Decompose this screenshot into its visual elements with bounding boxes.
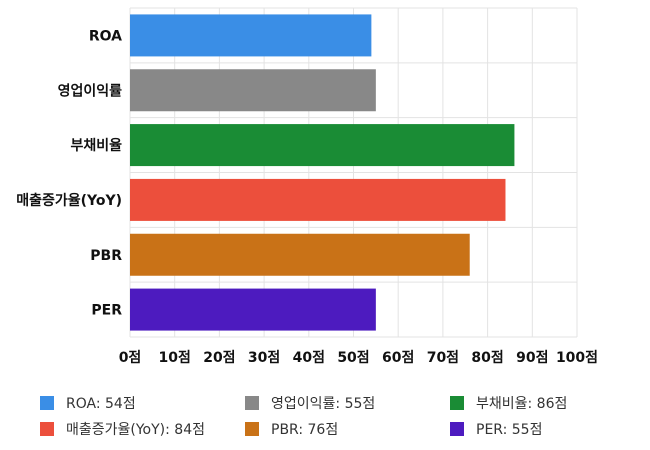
legend-label: 영업이익률: 55점 — [271, 396, 376, 412]
legend-label: 부채비율: 86점 — [476, 396, 568, 412]
x-tick-label: 40점 — [293, 349, 325, 366]
x-tick-label: 20점 — [203, 349, 235, 366]
gridlines — [129, 7, 578, 338]
legend-swatch — [40, 396, 54, 410]
y-tick-label: 영업이익률 — [58, 82, 123, 99]
legend-item: PER: 55점 — [450, 419, 542, 439]
y-tick-label: ROA — [89, 28, 122, 44]
x-tick-label: 50점 — [337, 349, 369, 366]
y-tick-label: 매출증가율(YoY) — [16, 192, 122, 209]
x-tick-label: 60점 — [382, 349, 414, 366]
legend-label: PBR: 76점 — [271, 422, 339, 438]
legend-item: ROA: 54점 — [40, 393, 136, 413]
x-tick-label: 80점 — [471, 349, 503, 366]
bar — [130, 14, 372, 57]
legend-swatch — [450, 396, 464, 410]
bar — [130, 69, 376, 112]
legend-item: 매출증가율(YoY): 84점 — [40, 419, 205, 439]
legend-label: ROA: 54점 — [66, 396, 136, 412]
bar — [130, 178, 506, 221]
x-tick-label: 10점 — [159, 349, 191, 366]
y-tick-label: 부채비율 — [70, 137, 122, 154]
x-tick-label: 70점 — [427, 349, 459, 366]
legend-swatch — [450, 422, 464, 436]
legend-label: 매출증가율(YoY): 84점 — [66, 422, 205, 438]
y-tick-label: PER — [91, 303, 122, 319]
legend-item: PBR: 76점 — [245, 419, 338, 439]
bar — [130, 233, 470, 276]
legend-swatch — [245, 422, 259, 436]
x-tick-label: 30점 — [248, 349, 280, 366]
bars — [130, 14, 515, 331]
x-tick-label: 100점 — [556, 349, 598, 366]
y-tick-label: PBR — [90, 248, 122, 264]
legend-label: PER: 55점 — [476, 422, 543, 438]
legend-item: 부채비율: 86점 — [450, 393, 567, 413]
legend-swatch — [40, 422, 54, 436]
bar — [130, 124, 515, 167]
bar — [130, 288, 376, 331]
legend-swatch — [245, 396, 259, 410]
x-tick-label: 90점 — [516, 349, 548, 366]
legend-item: 영업이익률: 55점 — [245, 393, 375, 413]
x-tick-label: 0점 — [119, 349, 142, 366]
x-axis-labels: 0점 10점 20점 30점 40점 50점 60점 70점 80점 90점 100점 — [119, 349, 598, 366]
